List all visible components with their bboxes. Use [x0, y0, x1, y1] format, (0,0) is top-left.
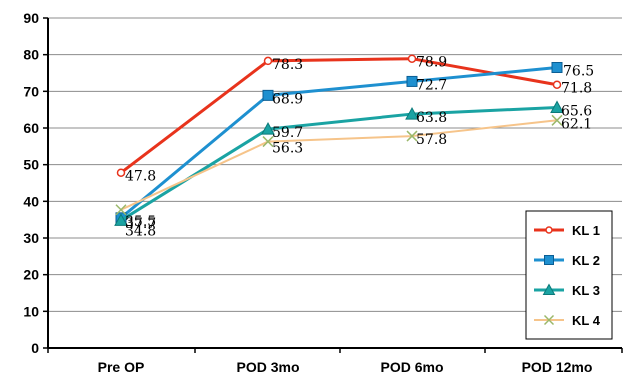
grid-lines	[48, 17, 622, 312]
y-tick-label: 80	[23, 47, 39, 63]
series-line-kl-1	[120, 57, 558, 174]
legend-box	[525, 210, 613, 340]
data-label: 35.5	[125, 214, 156, 230]
y-tick-label: 70	[23, 83, 39, 99]
data-point	[405, 107, 419, 120]
data-label: 62.1	[561, 116, 592, 132]
legend-swatch-marker	[544, 255, 554, 265]
y-tick-label: 0	[31, 340, 39, 356]
data-point	[552, 80, 562, 89]
data-label: 76.5	[563, 64, 594, 80]
data-label: 37.7	[125, 216, 156, 232]
data-point	[551, 114, 563, 126]
legend-swatch-marker	[543, 314, 555, 326]
marker-stroke	[406, 130, 418, 142]
legend-swatch-marker	[542, 283, 556, 295]
data-label: 57.8	[416, 132, 447, 148]
x-tick-label: POD 3mo	[236, 359, 299, 375]
data-point	[114, 213, 128, 226]
legend-label: KL 2	[572, 253, 600, 268]
data-point	[115, 204, 127, 216]
data-label: 59.7	[272, 125, 303, 141]
data-label: 34.8	[125, 223, 156, 239]
data-point	[261, 122, 275, 135]
data-label: 47.8	[125, 169, 156, 185]
legend-label: KL 1	[572, 223, 600, 238]
data-label: 56.3	[272, 141, 303, 157]
marker-stroke	[115, 204, 127, 216]
marker-stroke	[543, 314, 555, 326]
data-label: 78.9	[416, 55, 447, 71]
y-tick-label: 50	[23, 157, 39, 173]
series-lines	[114, 54, 564, 226]
data-point	[407, 54, 417, 63]
data-label: 78.3	[272, 57, 303, 73]
x-tick-label: POD 12mo	[522, 359, 593, 375]
legend-swatch-marker	[545, 226, 553, 234]
x-tick-label: POD 6mo	[380, 359, 443, 375]
data-label: 71.8	[561, 81, 592, 97]
data-label: 63.8	[416, 110, 447, 126]
data-point	[406, 75, 418, 87]
marker-stroke	[262, 136, 274, 148]
y-tick-label: 40	[23, 193, 39, 209]
legend-label: KL 4	[572, 313, 601, 328]
legend-label: KL 3	[572, 283, 600, 298]
legend: KL 1 KL 2 KL 3 KL 4	[525, 210, 613, 340]
y-tick-label: 10	[23, 303, 39, 319]
data-point	[263, 56, 273, 66]
series-line-kl-2	[120, 66, 558, 219]
data-point	[116, 168, 126, 177]
data-point	[550, 100, 564, 113]
data-label: 65.6	[561, 103, 592, 119]
series-line-kl-4	[120, 119, 558, 211]
y-tick-label: 30	[23, 230, 39, 246]
data-label: 68.9	[272, 91, 303, 107]
data-label: 72.7	[416, 77, 447, 93]
data-point	[551, 62, 563, 73]
axes: 0 10 20 30 40 50 60 70 80 90 Pre OP POD 3mo POD 6mo P…	[23, 10, 623, 375]
y-tick-label: 60	[23, 120, 39, 136]
data-point	[262, 89, 274, 101]
data-point	[406, 130, 418, 142]
x-tick-label: Pre OP	[98, 359, 145, 375]
y-tick-label: 90	[23, 10, 39, 26]
y-tick-label: 20	[23, 267, 39, 283]
data-labels: 47.8 78.3 78.9 71.8 35.5 68.9 72.7 76.5 34.8 59.7…	[125, 55, 594, 240]
data-point	[262, 136, 274, 148]
marker-stroke	[551, 114, 563, 126]
